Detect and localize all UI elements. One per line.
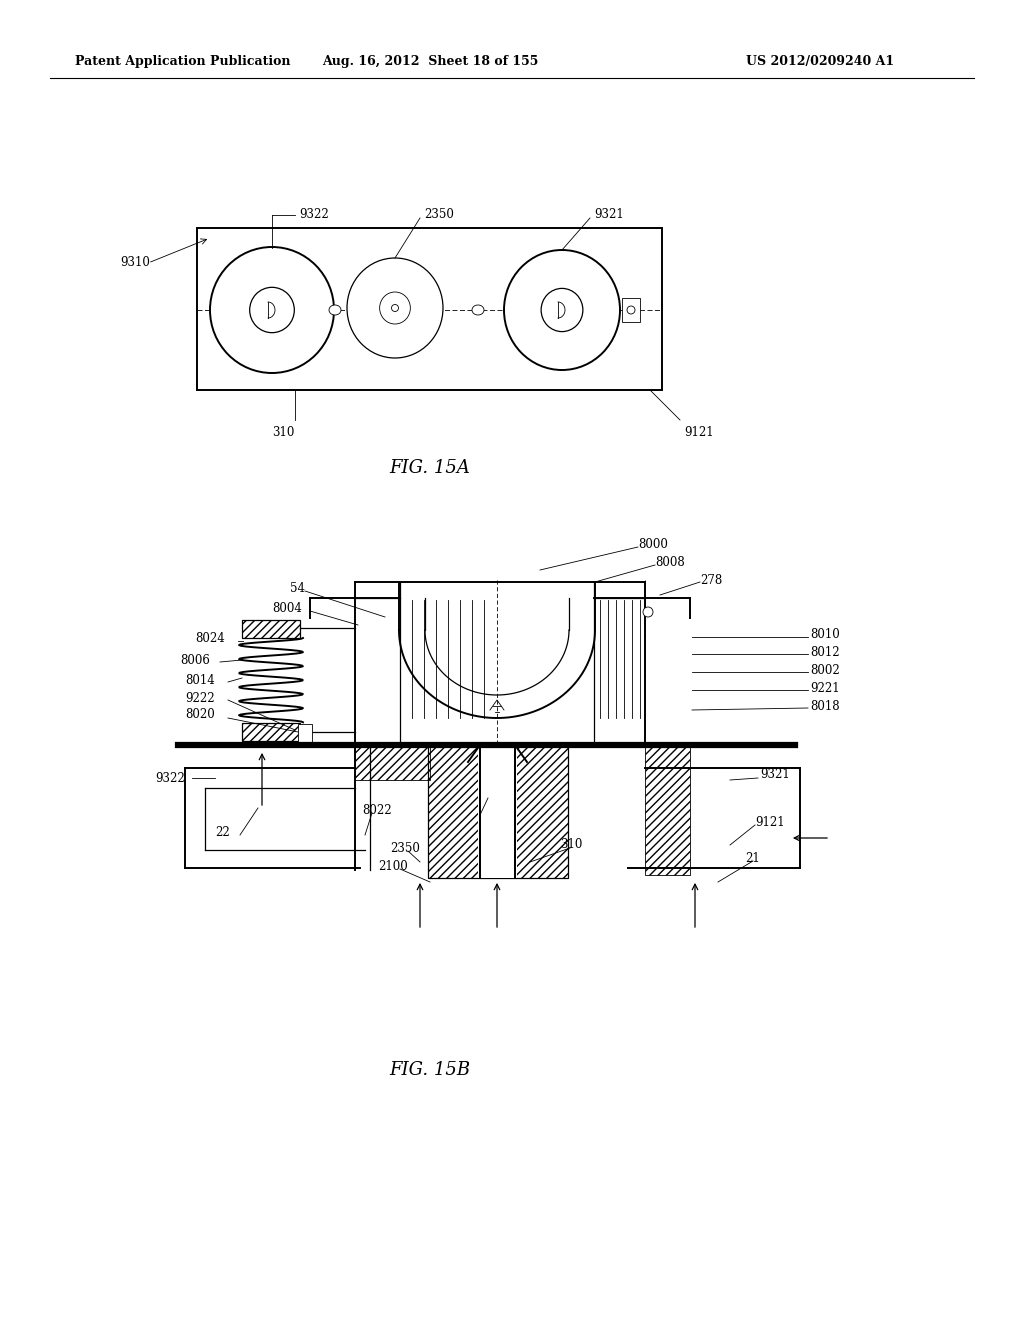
- Circle shape: [391, 305, 398, 312]
- Text: 8008: 8008: [655, 556, 685, 569]
- Text: 8018: 8018: [810, 700, 840, 713]
- Bar: [197, 228, 662, 389]
- Text: 9322: 9322: [299, 209, 329, 222]
- Text: 9121: 9121: [684, 425, 714, 438]
- Text: 8000: 8000: [638, 537, 668, 550]
- Text: 310: 310: [560, 838, 583, 851]
- Text: 2356: 2356: [488, 788, 518, 801]
- Text: Patent Application Publication: Patent Application Publication: [75, 55, 291, 69]
- Ellipse shape: [210, 247, 334, 374]
- Ellipse shape: [329, 305, 341, 315]
- Text: 22: 22: [215, 825, 229, 838]
- Bar: [355, 744, 430, 780]
- Text: 9310: 9310: [120, 256, 150, 268]
- Bar: [622, 298, 640, 322]
- Text: 9121: 9121: [755, 816, 784, 829]
- Text: 9321: 9321: [760, 768, 790, 781]
- Text: 2350: 2350: [424, 209, 454, 222]
- Text: 9222: 9222: [185, 692, 215, 705]
- Ellipse shape: [472, 305, 484, 315]
- Text: 8004: 8004: [272, 602, 302, 615]
- Text: FIG. 15A: FIG. 15A: [389, 459, 470, 477]
- Text: 21: 21: [745, 851, 760, 865]
- Bar: [478, 744, 517, 878]
- Text: US 2012/0209240 A1: US 2012/0209240 A1: [745, 55, 894, 69]
- Bar: [298, 723, 312, 742]
- Text: 2100: 2100: [378, 859, 408, 873]
- Text: 9322: 9322: [155, 771, 184, 784]
- Text: 8020: 8020: [185, 709, 215, 722]
- Text: 8002: 8002: [810, 664, 840, 676]
- Text: 2350: 2350: [390, 842, 420, 854]
- Text: 8010: 8010: [810, 628, 840, 642]
- Bar: [645, 744, 690, 875]
- Ellipse shape: [380, 292, 411, 323]
- Circle shape: [627, 306, 635, 314]
- Text: Aug. 16, 2012  Sheet 18 of 155: Aug. 16, 2012 Sheet 18 of 155: [322, 55, 539, 69]
- Bar: [242, 620, 300, 638]
- Text: 8024: 8024: [195, 631, 224, 644]
- Text: 8012: 8012: [810, 645, 840, 659]
- Ellipse shape: [541, 288, 583, 331]
- Text: 9321: 9321: [594, 209, 624, 222]
- Text: 278: 278: [700, 573, 722, 586]
- Ellipse shape: [347, 257, 443, 358]
- Ellipse shape: [250, 288, 294, 333]
- Text: 8014: 8014: [185, 673, 215, 686]
- Circle shape: [643, 607, 653, 616]
- Text: 8022: 8022: [362, 804, 391, 817]
- Text: 310: 310: [271, 425, 294, 438]
- Ellipse shape: [504, 249, 620, 370]
- Text: 8006: 8006: [180, 653, 210, 667]
- Text: FIG. 15B: FIG. 15B: [389, 1061, 471, 1078]
- Text: 9221: 9221: [810, 681, 840, 694]
- Bar: [242, 723, 300, 741]
- Bar: [428, 744, 568, 878]
- Text: 54: 54: [290, 582, 305, 594]
